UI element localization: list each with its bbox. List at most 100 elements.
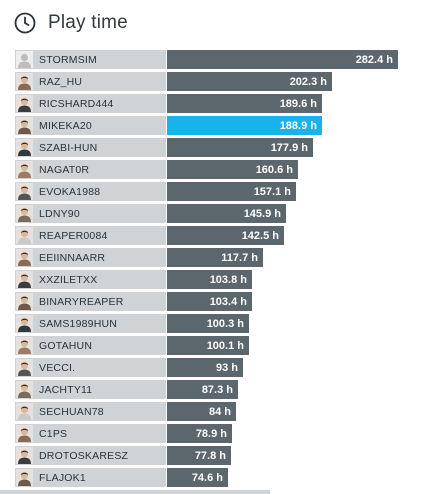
player-name[interactable]: XXZILETXX [39,273,98,286]
player-avatar-icon [16,139,33,156]
player-label[interactable]: SAMS1989HUN [15,314,166,333]
player-label[interactable]: NAGAT0R [15,160,166,179]
playtime-bar: 202.3 h [167,72,332,91]
player-label[interactable]: EVOKA1988 [15,182,166,201]
player-label[interactable]: SZABI-HUN [15,138,166,157]
section-header: Play time [14,8,128,38]
player-label[interactable]: C1PS [15,424,166,443]
leaderboard-row: BINARYREAPER 103.4 h [15,292,426,311]
leaderboard-row: RAZ_HU 202.3 h [15,72,426,91]
playtime-value: 202.3 h [289,75,327,88]
player-label[interactable]: JACHTY11 [15,380,166,399]
playtime-value: 145.9 h [243,207,281,220]
playtime-value: 78.9 h [195,427,227,440]
player-avatar-icon [16,183,33,200]
player-avatar-icon [16,403,33,420]
playtime-bar: 84 h [167,402,236,421]
player-name[interactable]: BINARYREAPER [39,295,124,308]
player-avatar-icon [16,205,33,222]
player-name[interactable]: GOTAHUN [39,339,93,352]
player-name[interactable]: REAPER0084 [39,229,108,242]
playtime-bar: 145.9 h [167,204,286,223]
default-avatar-icon [16,51,33,68]
playtime-bar: 157.1 h [167,182,296,201]
player-name[interactable]: VECCI. [39,361,76,374]
player-name[interactable]: SZABI-HUN [39,141,98,154]
player-label[interactable]: LDNY90 [15,204,166,223]
player-name[interactable]: JACHTY11 [39,383,93,396]
playtime-value: 177.9 h [270,141,308,154]
player-name[interactable]: STORMSIM [39,53,97,66]
leaderboard-row: GOTAHUN 100.1 h [15,336,426,355]
player-avatar-icon [16,161,33,178]
player-avatar-icon [16,293,33,310]
player-name[interactable]: LDNY90 [39,207,80,220]
playtime-bar: 87.3 h [167,380,238,399]
player-label[interactable]: SECHUAN78 [15,402,166,421]
player-name[interactable]: EVOKA1988 [39,185,101,198]
list-continuation [0,490,270,494]
playtime-value: 103.4 h [209,295,247,308]
playtime-bar: 160.6 h [167,160,298,179]
playtime-bar: 100.3 h [167,314,249,333]
playtime-bar: 189.6 h [167,94,322,113]
player-label[interactable]: MIKEKA20 [15,116,166,135]
playtime-bar: 142.5 h [167,226,284,245]
player-label[interactable]: REAPER0084 [15,226,166,245]
player-label[interactable]: RAZ_HU [15,72,166,91]
leaderboard-row: EVOKA1988 157.1 h [15,182,426,201]
leaderboard-row: DROTOSKARESZ 77.8 h [15,446,426,465]
playtime-bar: 100.1 h [167,336,249,355]
player-name[interactable]: C1PS [39,427,68,440]
leaderboard-row: C1PS 78.9 h [15,424,426,443]
leaderboard-row: REAPER0084 142.5 h [15,226,426,245]
player-avatar-icon [16,227,33,244]
playtime-bar: 103.8 h [167,270,252,289]
player-name[interactable]: EEIINNAARR [39,251,106,264]
leaderboard-row: STORMSIM 282.4 h [15,50,426,69]
playtime-bar: 103.4 h [167,292,252,311]
leaderboard-row: NAGAT0R 160.6 h [15,160,426,179]
player-label[interactable]: VECCI. [15,358,166,377]
player-name[interactable]: FLAJOK1 [39,471,86,484]
playtime-bar: 117.7 h [167,248,263,267]
playtime-value: 188.9 h [279,119,317,132]
leaderboard-row: XXZILETXX 103.8 h [15,270,426,289]
player-avatar-icon [16,447,33,464]
player-label[interactable]: GOTAHUN [15,336,166,355]
player-avatar-icon [16,337,33,354]
player-avatar-icon [16,469,33,486]
leaderboard-row: RICSHARD444 189.6 h [15,94,426,113]
player-avatar-icon [16,315,33,332]
leaderboard-row: MIKEKA20 188.9 h [15,116,426,135]
playtime-value: 157.1 h [253,185,291,198]
player-label[interactable]: XXZILETXX [15,270,166,289]
player-avatar-icon [16,271,33,288]
playtime-bar: 177.9 h [167,138,313,157]
player-avatar-icon [16,381,33,398]
section-title: Play time [48,12,128,33]
player-name[interactable]: RAZ_HU [39,75,83,88]
player-label[interactable]: DROTOSKARESZ [15,446,166,465]
player-label[interactable]: BINARYREAPER [15,292,166,311]
player-avatar-icon [16,425,33,442]
leaderboard-row: VECCI. 93 h [15,358,426,377]
clock-icon [14,12,36,34]
playtime-bar: 188.9 h [167,116,322,135]
player-name[interactable]: SECHUAN78 [39,405,104,418]
player-avatar-icon [16,95,33,112]
leaderboard-row: LDNY90 145.9 h [15,204,426,223]
player-name[interactable]: NAGAT0R [39,163,90,176]
player-name[interactable]: SAMS1989HUN [39,317,118,330]
player-label[interactable]: EEIINNAARR [15,248,166,267]
playtime-value: 77.8 h [194,449,226,462]
player-label[interactable]: STORMSIM [15,50,166,69]
player-label[interactable]: FLAJOK1 [15,468,166,487]
player-name[interactable]: DROTOSKARESZ [39,449,129,462]
player-avatar-icon [16,249,33,266]
player-label[interactable]: RICSHARD444 [15,94,166,113]
player-name[interactable]: MIKEKA20 [39,119,92,132]
player-name[interactable]: RICSHARD444 [39,97,114,110]
playtime-bar: 282.4 h [167,50,398,69]
playtime-value: 84 h [208,405,231,418]
